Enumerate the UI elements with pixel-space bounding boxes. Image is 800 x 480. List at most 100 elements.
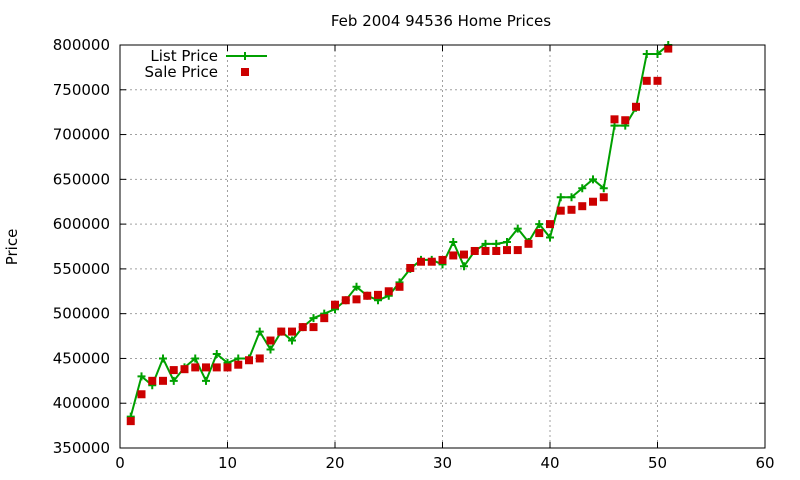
x-tick-label: 50 [648,454,667,472]
data-point [610,115,619,124]
data-point [169,376,178,385]
tick-labels: 0 10 20 30 40 50 60 350000 400000 450000 500000 550… [53,36,775,472]
data-point [664,44,673,53]
data-point [449,251,458,260]
data-point [546,220,554,229]
legend-label: Sale Price [145,63,218,81]
data-point [481,246,490,255]
data-point [298,323,307,332]
data-point [191,354,200,363]
data-point [309,314,318,323]
data-point [589,175,597,184]
data-point [449,238,458,247]
data-point [535,229,544,238]
y-tick-label: 650000 [53,170,110,188]
data-point [621,116,630,125]
legend-label: List Price [150,47,218,65]
data-point [180,365,189,374]
data-point [277,327,286,336]
data-point [578,202,587,211]
data-point [427,257,436,266]
data-point [169,366,178,375]
data-point [191,363,200,372]
data-point [470,246,479,255]
data-point [653,49,662,58]
y-tick-label: 700000 [53,126,110,144]
y-tick-label: 500000 [53,305,110,323]
grid [120,45,765,448]
data-point [266,345,275,354]
data-point [202,363,210,372]
data-point [212,363,221,372]
data-point [481,239,490,248]
x-tick-label: 60 [755,454,774,472]
data-point [395,282,404,291]
plot-area [126,41,673,426]
data-point [492,239,501,248]
data-point [492,246,501,255]
data-point [653,76,662,85]
data-point [556,193,565,202]
data-point [535,220,544,229]
data-point [137,390,146,399]
data-point [245,356,253,365]
data-point [460,262,468,271]
data-point [567,193,576,202]
data-point [234,360,243,369]
x-tick-label: 10 [218,454,237,472]
y-axis-label: Price [3,229,21,266]
x-tick-label: 20 [325,454,344,472]
legend-swatch-marker [241,52,249,60]
data-point [223,363,232,372]
y-tick-label: 600000 [53,215,110,233]
data-point [363,291,372,300]
data-point [384,287,393,296]
data-point [352,282,361,291]
data-point [567,205,576,214]
data-point [642,49,651,58]
data-point [309,323,318,332]
data-point [374,290,382,299]
y-tick-label: 450000 [53,349,110,367]
y-tick-label: 550000 [53,260,110,278]
data-point [460,250,468,259]
data-point [503,238,511,247]
y-tick-label: 350000 [53,439,110,457]
plot-frame [119,44,766,449]
data-point [352,295,361,304]
data-point [599,193,608,202]
data-point [255,354,264,363]
x-tick-label: 0 [115,454,125,472]
data-point [589,197,597,206]
legend-swatch-marker [241,68,249,76]
data-point [159,354,167,363]
y-tick-label: 800000 [53,36,110,54]
data-point [406,263,415,272]
data-point [513,224,522,233]
data-point [632,102,640,111]
data-point [137,372,146,381]
data-point [148,376,157,385]
data-point [288,327,296,336]
data-point [212,349,221,358]
data-point [524,239,533,248]
series-sale-price [126,44,673,426]
data-point [438,255,447,264]
data-point [266,336,275,345]
x-tick-label: 40 [540,454,559,472]
data-point [202,376,210,385]
data-point [642,76,651,85]
data-point [159,376,167,385]
data-point [578,184,587,193]
data-point [320,314,329,323]
data-point [513,246,522,255]
data-point [331,300,339,309]
chart-title: Feb 2004 94536 Home Prices [331,12,551,30]
data-point [503,246,511,255]
data-point [341,296,350,305]
data-point [417,257,425,266]
data-point [288,336,296,345]
